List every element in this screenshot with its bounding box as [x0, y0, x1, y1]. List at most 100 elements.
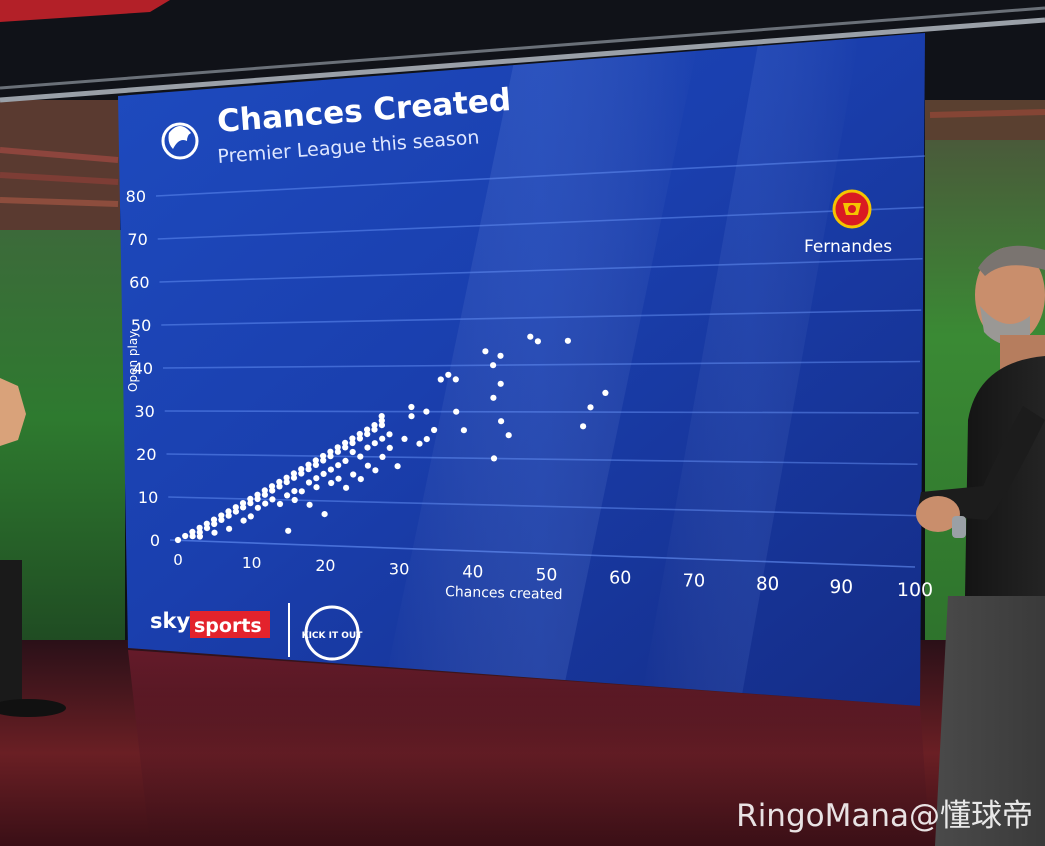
data-point: [305, 461, 312, 468]
x-tick-label: 80: [756, 574, 779, 595]
x-tick-label: 60: [609, 569, 631, 589]
y-tick-label: 10: [138, 488, 158, 507]
data-point: [291, 488, 298, 495]
data-point: [218, 512, 225, 519]
data-point: [284, 492, 291, 499]
x-tick-label: 100: [897, 579, 933, 601]
x-axis-ticks: 0 10 20 30 40 50 60 70 80 90 100: [173, 551, 933, 601]
y-tick-label: 0: [150, 531, 160, 550]
data-point: [182, 532, 189, 540]
data-point: [225, 508, 232, 515]
data-point: [378, 422, 385, 429]
x-tick-label: 30: [389, 559, 410, 578]
data-point: [291, 496, 298, 504]
data-point: [298, 470, 305, 477]
data-point: [408, 403, 415, 411]
data-point: [371, 440, 378, 447]
crowd-texture-left: [0, 147, 119, 207]
data-point: [283, 479, 290, 486]
data-point: [378, 417, 385, 424]
x-tick-label: 50: [536, 566, 558, 586]
floor-reflection: [128, 650, 930, 846]
data-point: [587, 404, 594, 411]
data-point: [349, 439, 356, 447]
data-point: [357, 453, 364, 460]
data-point: [386, 444, 393, 451]
data-point: [254, 491, 261, 498]
y-axis-ticks: 0 10 20 30 40 50 60 70 80: [126, 187, 160, 550]
data-point: [283, 474, 290, 481]
data-point: [364, 444, 371, 451]
data-points: [174, 333, 609, 544]
data-point: [232, 508, 239, 515]
data-point: [285, 527, 292, 534]
data-point: [490, 362, 497, 369]
data-point: [276, 478, 283, 485]
data-point: [394, 463, 401, 470]
data-point: [196, 529, 203, 536]
data-point: [313, 475, 320, 482]
gridline: [164, 410, 919, 414]
data-point: [211, 520, 218, 528]
truss-bar-2: [0, 6, 1045, 90]
data-point: [386, 431, 393, 438]
truss-bar: [0, 17, 1045, 103]
data-point: [203, 520, 210, 527]
gridline: [159, 257, 923, 283]
data-point: [356, 430, 363, 438]
data-point: [320, 470, 327, 477]
data-point: [203, 525, 211, 532]
data-point: [290, 474, 298, 481]
data-point: [379, 453, 386, 460]
x-tick-label: 90: [829, 577, 853, 598]
data-point: [276, 483, 283, 490]
gridline: [162, 360, 921, 369]
sports-logo-text: sports: [194, 615, 262, 637]
sky-sports-logo: sky sports: [150, 609, 270, 638]
data-point: [312, 461, 319, 468]
x-axis-label: Chances created: [445, 584, 563, 603]
data-point: [364, 431, 371, 438]
data-point: [321, 510, 328, 518]
watermark: RingoMana@懂球帝: [736, 798, 1033, 834]
data-point: [268, 483, 276, 490]
data-point: [247, 500, 254, 507]
kick-it-out-text: KICK IT OUT: [302, 631, 364, 641]
data-point: [334, 448, 341, 455]
data-point: [196, 524, 203, 531]
data-point: [320, 457, 327, 464]
y-tick-label: 70: [127, 230, 147, 249]
data-point: [490, 455, 498, 462]
data-point: [254, 504, 261, 511]
data-point: [313, 484, 320, 491]
x-tick-label: 0: [173, 551, 183, 569]
data-point: [328, 479, 335, 487]
data-point: [431, 426, 438, 434]
data-point: [239, 500, 247, 507]
data-point: [261, 491, 268, 498]
data-point: [269, 487, 276, 494]
data-point: [401, 435, 408, 442]
data-point: [423, 408, 430, 415]
data-point: [254, 495, 261, 503]
data-point: [210, 516, 218, 523]
y-tick-label: 80: [126, 187, 146, 206]
data-point: [312, 457, 319, 464]
data-point: [490, 394, 497, 401]
y-tick-label: 50: [131, 316, 151, 335]
data-point: [564, 337, 572, 344]
data-point: [226, 525, 233, 532]
data-point: [460, 427, 467, 434]
data-point: [534, 338, 542, 345]
data-point: [342, 457, 349, 464]
data-point: [247, 495, 254, 502]
gridline: [166, 453, 918, 466]
data-point: [408, 413, 415, 420]
data-point: [305, 466, 312, 473]
data-point: [189, 528, 196, 536]
presenter-left: [0, 378, 66, 717]
pundit-right: [916, 245, 1045, 846]
data-point: [378, 413, 385, 420]
data-point: [580, 423, 587, 430]
data-point: [320, 452, 327, 460]
